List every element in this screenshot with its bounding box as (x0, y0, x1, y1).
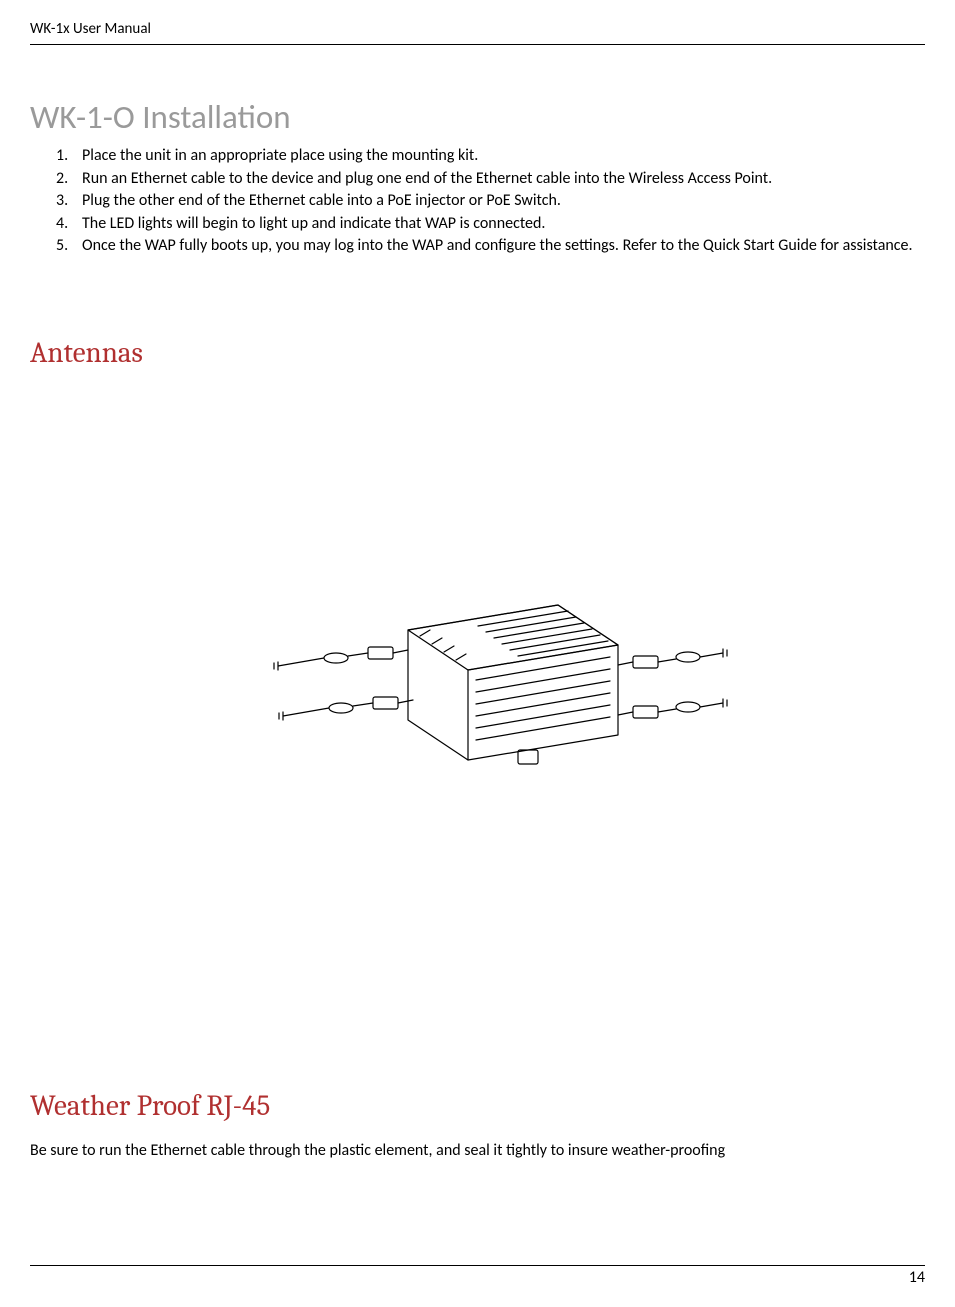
install-heading: WK-1-O Installation (30, 97, 925, 137)
antennas-heading: Antennas (30, 337, 925, 370)
doc-header: WK-1x User Manual (30, 20, 925, 45)
install-step: 5.Once the WAP fully boots up, you may l… (56, 235, 925, 257)
step-number: 3. (56, 190, 82, 212)
step-text: The LED lights will begin to light up an… (82, 214, 545, 233)
install-step: 1.Place the unit in an appropriate place… (56, 145, 925, 167)
page-number: 14 (909, 1268, 925, 1287)
antennas-diagram (218, 550, 738, 810)
step-number: 1. (56, 145, 82, 167)
weather-body-text: Be sure to run the Ethernet cable throug… (30, 1141, 925, 1160)
step-text: Run an Ethernet cable to the device and … (82, 169, 772, 188)
step-text: Once the WAP fully boots up, you may log… (82, 236, 913, 255)
step-number: 4. (56, 213, 82, 235)
step-number: 2. (56, 168, 82, 190)
step-number: 5. (56, 235, 82, 257)
install-steps-list: 1.Place the unit in an appropriate place… (30, 145, 925, 257)
page-footer: 14 (30, 1265, 925, 1287)
install-step: 3.Plug the other end of the Ethernet cab… (56, 190, 925, 212)
weather-heading: Weather Proof RJ-45 (30, 1090, 925, 1123)
install-step: 2.Run an Ethernet cable to the device an… (56, 168, 925, 190)
step-text: Place the unit in an appropriate place u… (82, 146, 478, 165)
doc-title: WK-1x User Manual (30, 20, 151, 38)
install-step: 4.The LED lights will begin to light up … (56, 213, 925, 235)
antennas-diagram-container (30, 410, 925, 950)
step-text: Plug the other end of the Ethernet cable… (82, 191, 561, 210)
